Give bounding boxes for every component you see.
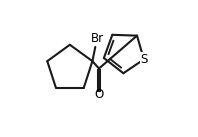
Text: Br: Br — [90, 32, 104, 45]
Text: O: O — [94, 89, 104, 101]
Text: S: S — [140, 53, 148, 66]
